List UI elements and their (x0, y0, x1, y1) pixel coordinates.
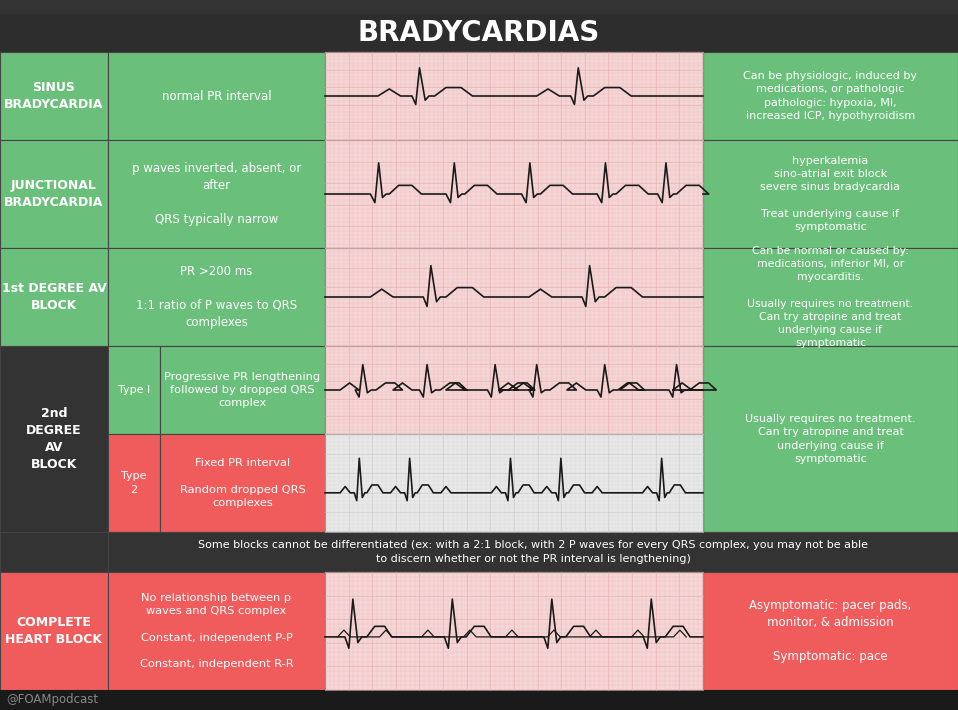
Bar (703, 140, 958, 248)
Text: Some blocks cannot be differentiated (ex: with a 2:1 block, with 2 P waves for e: Some blocks cannot be differentiated (ex… (198, 540, 868, 564)
Bar (0, 346, 108, 532)
Bar (0, 52, 108, 140)
Text: Fixed PR interval

Random dropped QRS
complexes: Fixed PR interval Random dropped QRS com… (179, 458, 306, 508)
Bar (0, 690, 958, 710)
Text: p waves inverted, absent, or
after

QRS typically narrow: p waves inverted, absent, or after QRS t… (132, 162, 301, 226)
Bar (703, 346, 958, 532)
Bar (160, 346, 325, 434)
Bar (703, 52, 958, 140)
Bar (0, 248, 108, 346)
Bar (0, 572, 108, 690)
Text: @FOAMpodcast: @FOAMpodcast (6, 694, 98, 706)
Bar (0, 532, 108, 572)
Bar (108, 248, 325, 346)
Bar (108, 434, 160, 532)
Bar (0, 14, 958, 52)
Text: 2nd
DEGREE
AV
BLOCK: 2nd DEGREE AV BLOCK (26, 407, 81, 471)
Bar (108, 140, 325, 248)
Bar (108, 346, 160, 434)
Text: Type I: Type I (118, 385, 150, 395)
Bar (325, 434, 703, 532)
Bar (703, 248, 958, 346)
Text: normal PR interval: normal PR interval (162, 89, 271, 102)
Text: hyperkalemia
sino-atrial exit block
severe sinus bradycardia

Treat underlying c: hyperkalemia sino-atrial exit block seve… (761, 156, 901, 232)
Text: PR >200 ms

1:1 ratio of P waves to QRS
complexes: PR >200 ms 1:1 ratio of P waves to QRS c… (136, 265, 297, 329)
Text: Asymptomatic: pacer pads,
monitor, & admission

Symptomatic: pace: Asymptomatic: pacer pads, monitor, & adm… (749, 599, 912, 663)
Bar (325, 52, 703, 140)
Text: SINUS
BRADYCARDIA: SINUS BRADYCARDIA (5, 81, 103, 111)
Text: COMPLETE
HEART BLOCK: COMPLETE HEART BLOCK (6, 616, 103, 646)
Bar (325, 572, 703, 690)
Bar (108, 52, 325, 140)
Bar (325, 346, 703, 434)
Text: No relationship between p
waves and QRS complex

Constant, independent P-P

Cons: No relationship between p waves and QRS … (140, 593, 293, 669)
Bar (160, 434, 325, 532)
Text: Can be normal or caused by:
medications, inferior MI, or
myocarditis.

Usually r: Can be normal or caused by: medications,… (747, 246, 914, 348)
Bar (325, 140, 703, 248)
Text: Usually requires no treatment.
Can try atropine and treat
underlying cause if
sy: Usually requires no treatment. Can try a… (745, 414, 916, 464)
Bar (325, 248, 703, 346)
Bar (0, 140, 108, 248)
Text: Type
2: Type 2 (122, 471, 147, 495)
Text: Can be physiologic, induced by
medications, or pathologic
pathologic: hypoxia, M: Can be physiologic, induced by medicatio… (743, 71, 918, 121)
Text: BRADYCARDIAS: BRADYCARDIAS (358, 19, 600, 47)
Text: Progressive PR lengthening
followed by dropped QRS
complex: Progressive PR lengthening followed by d… (165, 372, 321, 408)
Bar (108, 532, 958, 572)
Text: JUNCTIONAL
BRADYCARDIA: JUNCTIONAL BRADYCARDIA (5, 179, 103, 209)
Text: 1st DEGREE AV
BLOCK: 1st DEGREE AV BLOCK (2, 282, 106, 312)
Bar (108, 572, 325, 690)
Bar (703, 572, 958, 690)
